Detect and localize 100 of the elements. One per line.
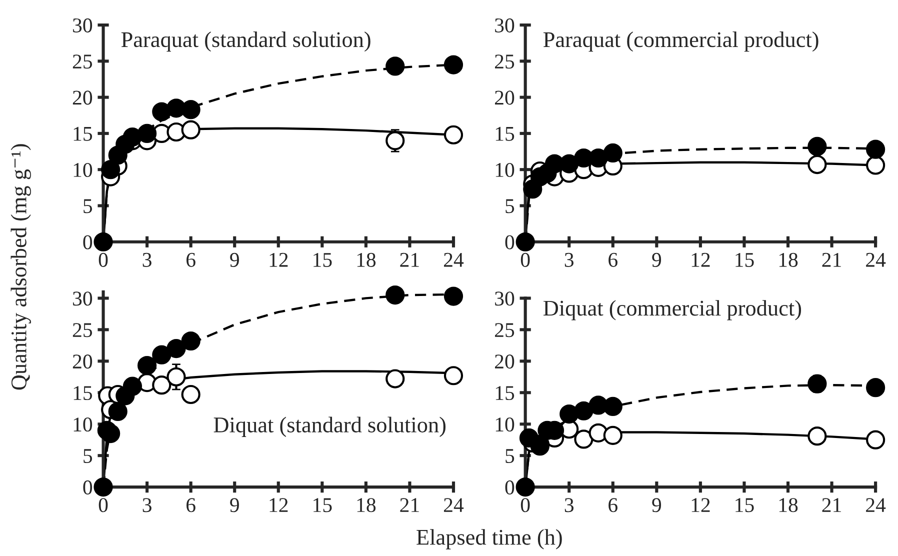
point — [866, 140, 886, 159]
point — [108, 402, 128, 422]
point — [866, 430, 886, 450]
point — [386, 131, 405, 150]
x-tick-label: 12 — [692, 498, 710, 512]
x-tick-label: 12 — [692, 252, 710, 267]
point — [574, 401, 594, 420]
x-tick-label: 9 — [652, 252, 662, 267]
y-tick-label: 10 — [74, 162, 92, 178]
point — [866, 378, 886, 398]
point — [181, 120, 200, 140]
y-tick-label: 0 — [505, 480, 514, 494]
point — [137, 124, 157, 143]
y-tick-label: 10 — [496, 417, 514, 432]
x-tick-label: 21 — [822, 498, 841, 512]
point — [152, 102, 172, 122]
x-tick-label: 12 — [270, 252, 288, 267]
point — [166, 339, 186, 358]
y-tick-label: 10 — [496, 162, 514, 178]
chart-title: Diquat (commercial product) — [543, 300, 802, 320]
point — [137, 356, 157, 376]
x-tick-label: 15 — [736, 498, 754, 512]
y-tick-label: 30 — [495, 18, 514, 32]
point — [181, 384, 200, 404]
point — [152, 376, 172, 395]
point — [181, 100, 200, 120]
x-tick-label: 6 — [186, 498, 196, 512]
y-tick-label: 20 — [494, 90, 514, 105]
point — [808, 374, 827, 394]
point — [808, 154, 827, 174]
chart-title: Paraquat (standard solution) — [121, 32, 370, 52]
y-tick-label: 0 — [83, 480, 92, 494]
x-tick-label: 18 — [357, 498, 376, 512]
x-tick-label: 24 — [866, 498, 886, 512]
y-tick-label: 25 — [494, 323, 514, 338]
y-tick-label: 25 — [494, 54, 514, 69]
x-tick-label: 0 — [98, 498, 108, 512]
point — [94, 232, 113, 252]
x-tick-label: 9 — [652, 498, 662, 512]
y-tick-label: 5 — [84, 449, 92, 464]
x-tick-label: 24 — [866, 252, 886, 267]
point — [444, 125, 464, 144]
x-tick-label: 0 — [520, 498, 530, 512]
x-axis-title: Elapsed time (h) — [416, 529, 562, 550]
point — [603, 396, 622, 416]
point — [166, 367, 186, 386]
x-tick-label: 24 — [444, 498, 464, 512]
y-tick-label: 15 — [74, 386, 92, 400]
y-tick-label: 30 — [73, 18, 92, 32]
y-tick-label: 30 — [495, 292, 514, 306]
y-tick-label: 20 — [72, 90, 92, 105]
x-tick-label: 6 — [186, 252, 196, 267]
y-tick-label: 30 — [73, 292, 92, 306]
x-tick-label: 12 — [270, 498, 288, 512]
text: Diquat (standard solution) — [214, 416, 446, 437]
x-tick-label: 15 — [314, 252, 332, 267]
x-tick-label: 0 — [98, 252, 108, 267]
y-tick-label: 0 — [505, 235, 514, 250]
point — [516, 232, 535, 252]
x-tick-label: 3 — [564, 498, 574, 512]
y-tick-label: 5 — [506, 199, 514, 214]
point — [101, 160, 120, 180]
y-tick-label: 10 — [74, 417, 92, 432]
point — [444, 286, 464, 306]
x-tick-label: 24 — [444, 252, 464, 267]
x-tick-label: 15 — [314, 498, 332, 512]
point — [866, 156, 886, 175]
x-tick-label: 3 — [142, 252, 152, 267]
point — [386, 285, 405, 305]
point — [122, 376, 142, 396]
x-tick-label: 3 — [142, 498, 152, 512]
point — [386, 369, 405, 388]
chart-title: Paraquat (commercial product) — [543, 32, 818, 52]
point — [94, 478, 113, 497]
point — [181, 331, 200, 351]
y-tick-label: 25 — [72, 54, 92, 69]
x-tick-label: 18 — [779, 498, 798, 512]
y-tick-label: 0 — [83, 235, 92, 250]
y-tick-label: 15 — [496, 386, 514, 400]
x-tick-label: 21 — [400, 252, 419, 267]
y-tick-label: 20 — [72, 354, 92, 369]
x-tick-label: 18 — [357, 252, 376, 267]
x-tick-label: 6 — [608, 498, 618, 512]
x-tick-label: 6 — [608, 252, 618, 267]
point — [444, 366, 464, 386]
point — [603, 426, 622, 445]
x-tick-label: 9 — [230, 498, 239, 512]
point — [101, 424, 120, 444]
y-tick-label: 15 — [74, 126, 92, 141]
point — [386, 56, 405, 76]
point — [152, 345, 172, 364]
point — [808, 426, 827, 446]
y-tick-label: 15 — [496, 126, 514, 141]
x-tick-label: 15 — [736, 252, 754, 267]
x-tick-label: 21 — [400, 498, 419, 512]
point — [603, 143, 622, 163]
x-tick-label: 3 — [564, 252, 574, 267]
x-tick-label: 21 — [822, 252, 841, 267]
x-tick-label: 0 — [520, 252, 530, 267]
y-tick-label: 20 — [494, 354, 514, 369]
